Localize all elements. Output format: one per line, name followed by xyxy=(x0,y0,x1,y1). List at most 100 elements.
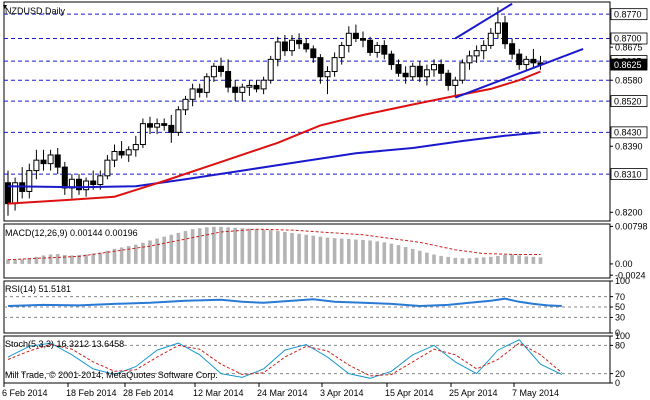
stoch-main-line xyxy=(7,339,563,379)
candle-body-4 xyxy=(33,159,40,172)
macd-bar-44 xyxy=(318,236,323,264)
candle-body-13 xyxy=(97,175,104,186)
macd-bar-27 xyxy=(197,228,202,264)
candle-6 xyxy=(47,149,54,171)
candle-67 xyxy=(480,40,487,60)
ma-slow-line xyxy=(7,131,541,189)
candle-54 xyxy=(388,50,395,70)
level-box-0: 0.8770 xyxy=(610,8,648,21)
copyright-text: Mill Trade, © 2001-2014, MetaQuotes Soft… xyxy=(5,370,218,380)
macd-bar-14 xyxy=(105,250,110,264)
candle-body-39 xyxy=(281,41,288,52)
macd-signal-line xyxy=(7,228,541,261)
candle-33 xyxy=(239,83,246,102)
macd-bar-5 xyxy=(41,255,46,264)
candle-4 xyxy=(33,149,40,180)
candle-68 xyxy=(487,28,494,49)
rsi-axis-tick-0: 100 xyxy=(615,276,630,286)
candle-37 xyxy=(267,55,274,84)
candle-body-26 xyxy=(189,88,196,100)
candle-body-34 xyxy=(246,84,253,88)
candle-body-11 xyxy=(83,180,90,191)
macd-bar-59 xyxy=(425,252,429,264)
macd-bar-42 xyxy=(304,234,308,264)
macd-bar-70 xyxy=(503,254,507,264)
macd-bar-22 xyxy=(162,236,166,264)
macd-bar-72 xyxy=(517,255,521,264)
macd-bar-61 xyxy=(439,255,443,264)
candle-body-69 xyxy=(494,22,501,34)
candle-body-31 xyxy=(225,71,232,88)
candle-47 xyxy=(338,41,345,65)
candle-body-38 xyxy=(274,41,281,60)
candle-body-29 xyxy=(210,65,217,78)
candle-body-18 xyxy=(132,144,139,151)
macd-bar-54 xyxy=(389,243,394,264)
window-menu-icon[interactable] xyxy=(3,5,7,9)
candle-body-33 xyxy=(239,86,246,93)
candle-43 xyxy=(310,45,317,63)
candle-56 xyxy=(402,66,409,84)
candle-body-12 xyxy=(90,180,97,185)
candle-body-55 xyxy=(395,64,402,74)
candle-38 xyxy=(274,36,281,67)
macd-bar-4 xyxy=(34,256,39,264)
macd-bar-6 xyxy=(48,254,53,264)
stoch-axis-tick-0: 100 xyxy=(615,331,630,341)
candle-body-14 xyxy=(104,159,111,177)
candle-body-35 xyxy=(253,84,260,90)
x-axis-label-4: 24 Mar 2014 xyxy=(257,388,308,398)
candle-10 xyxy=(76,174,82,195)
macd-bar-68 xyxy=(489,256,493,264)
candle-16 xyxy=(118,141,125,159)
macd-bar-17 xyxy=(126,246,131,264)
macd-axis-tick-2: -0.0024 xyxy=(615,270,646,280)
candle-body-64 xyxy=(459,62,466,81)
macd-axis-tick-0: 0.00798 xyxy=(615,222,648,232)
candle-body-19 xyxy=(139,123,146,146)
candle-body-70 xyxy=(502,22,508,45)
candle-32 xyxy=(232,80,239,102)
candle-15 xyxy=(111,144,118,168)
candle-body-41 xyxy=(296,39,303,45)
x-axis-label-8: 7 May 2014 xyxy=(512,388,559,398)
candle-body-21 xyxy=(154,123,161,128)
candle-body-65 xyxy=(466,55,473,64)
candle-body-47 xyxy=(338,44,345,59)
rsi-line xyxy=(7,297,562,308)
macd-bar-20 xyxy=(148,240,152,264)
level-box-5-box xyxy=(610,168,648,180)
candle-body-36 xyxy=(260,79,267,90)
level-box-4-text: 0.8430 xyxy=(614,128,642,138)
candle-body-46 xyxy=(331,57,338,73)
candle-body-73 xyxy=(523,58,530,66)
level-box-3: 0.8520 xyxy=(610,95,648,107)
x-axis-label-6: 15 Apr 2014 xyxy=(385,388,434,398)
candle-29 xyxy=(210,62,217,82)
candle-body-10 xyxy=(76,178,82,191)
candle-46 xyxy=(331,52,338,77)
macd-bar-0 xyxy=(6,259,10,264)
candle-body-56 xyxy=(402,72,409,78)
candle-65 xyxy=(466,50,473,70)
candle-body-61 xyxy=(438,64,445,74)
stoch-panel-title: Stoch(5,3,3) 16.3212 13.6458 xyxy=(5,339,124,349)
macd-bar-60 xyxy=(432,254,436,264)
candle-body-60 xyxy=(431,64,437,71)
macd-bar-47 xyxy=(339,238,344,264)
x-axis-label-1: 18 Feb 2014 xyxy=(66,388,117,398)
candle-body-53 xyxy=(381,44,388,55)
candle-body-62 xyxy=(445,72,452,86)
candle-body-68 xyxy=(487,32,494,46)
macd-bar-34 xyxy=(247,228,252,264)
macd-bar-13 xyxy=(98,252,103,264)
candle-60 xyxy=(431,59,437,77)
macd-bar-21 xyxy=(155,238,159,264)
candle-body-30 xyxy=(218,65,224,73)
macd-bar-67 xyxy=(481,257,486,264)
candle-71 xyxy=(509,38,516,60)
macd-bar-33 xyxy=(240,228,245,264)
macd-bar-19 xyxy=(141,242,145,264)
candle-61 xyxy=(438,59,445,81)
